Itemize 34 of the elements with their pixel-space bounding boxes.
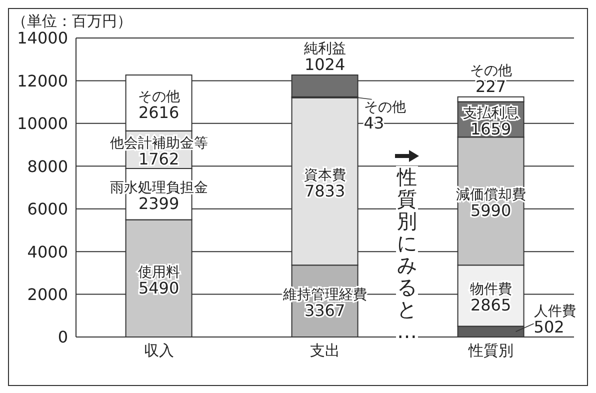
series-label: その他	[470, 62, 512, 79]
data-label: 3367	[304, 301, 346, 320]
annotation: 性質別にみると…	[397, 165, 417, 343]
y-tick-label: 2000	[27, 284, 68, 304]
series-label: 純利益	[304, 41, 346, 58]
y-tick-label: 8000	[27, 156, 68, 176]
y-tick-label: 10000	[17, 114, 68, 134]
y-tick-label: 12000	[17, 71, 68, 90]
data-label: 1024	[304, 55, 346, 74]
data-label: 5490	[138, 278, 180, 298]
text: （単位：百万円）	[12, 12, 132, 31]
x-tick-label: 収入	[144, 342, 174, 360]
series-label: 支払利息	[462, 105, 519, 122]
data-label: 7833	[304, 181, 346, 200]
series-label: その他	[364, 99, 406, 116]
y-tick-label: 4000	[27, 242, 68, 262]
x-tick-label: 性質別	[468, 342, 514, 360]
series-label: 資本費	[304, 167, 346, 184]
data-label: 2865	[470, 296, 512, 315]
data-label: 2616	[138, 102, 180, 122]
data-label: 227	[476, 76, 506, 96]
data-label: 502	[534, 318, 564, 337]
data-label: 1659	[470, 119, 512, 138]
series-label: その他	[138, 88, 180, 105]
series-label: 人件費	[534, 304, 576, 320]
y-tick-label: 0	[58, 328, 68, 347]
series-label: 物件費	[470, 282, 512, 298]
data-label: 5990	[470, 201, 512, 220]
data-label: 1762	[138, 150, 180, 169]
y-tick-label: 14000	[17, 28, 68, 48]
series-label: 使用料	[138, 264, 180, 280]
x-tick-label: 支出	[310, 342, 340, 360]
data-label: 2399	[138, 194, 180, 214]
y-tick-label: 6000	[27, 200, 68, 219]
